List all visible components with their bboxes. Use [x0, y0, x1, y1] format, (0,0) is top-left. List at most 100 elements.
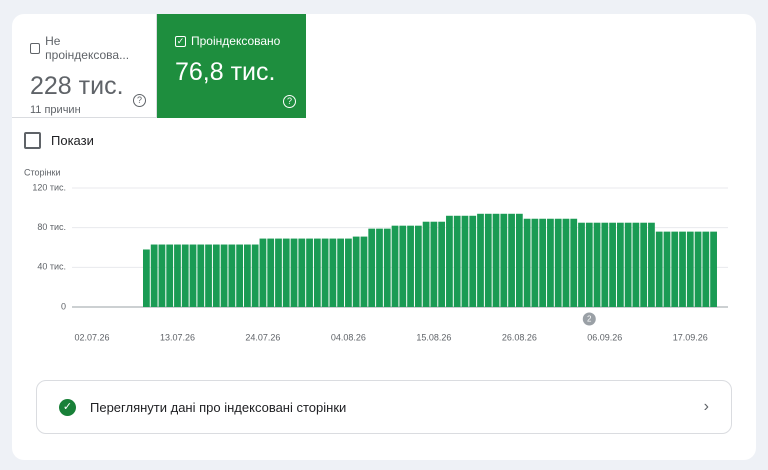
bar: [702, 231, 710, 307]
checkbox[interactable]: [24, 132, 41, 149]
bar: [469, 215, 477, 307]
bar: [391, 225, 399, 307]
checkbox[interactable]: ✓: [175, 35, 186, 47]
bar: [609, 222, 616, 307]
bar: [570, 218, 578, 307]
checkbox[interactable]: [30, 42, 41, 54]
bar: [181, 244, 189, 307]
bar: [376, 228, 383, 307]
bar: [399, 225, 407, 307]
bar: [383, 228, 391, 307]
bar: [275, 238, 282, 307]
bar: [679, 231, 686, 307]
bar: [446, 215, 453, 307]
tab-not-indexed[interactable]: Не проіндексова... 228 тис. 11 причин ?: [12, 14, 157, 118]
bar: [143, 249, 150, 307]
bar: [329, 238, 337, 307]
bar: [500, 213, 508, 307]
tab-label: Проіндексовано: [191, 34, 281, 48]
bar: [539, 218, 547, 307]
bar: [624, 222, 632, 307]
bar: [671, 231, 679, 307]
help-icon[interactable]: ?: [133, 94, 146, 107]
tab-indexed[interactable]: ✓ Проіндексовано 76,8 тис. ?: [157, 14, 306, 118]
bar: [648, 222, 655, 307]
bar: [150, 244, 158, 307]
tab-label: Не проіндексова...: [45, 34, 130, 62]
bar: [220, 244, 228, 307]
y-axis-label: Сторінки: [24, 167, 60, 177]
bar: [686, 231, 694, 307]
bar: [166, 244, 174, 307]
bar: [562, 218, 570, 307]
x-tick-label: 02.07.26: [74, 332, 109, 342]
annotation-label: 2: [587, 315, 592, 324]
bar: [321, 238, 329, 307]
x-tick-label: 17.09.26: [673, 332, 708, 342]
bar: [306, 238, 313, 307]
bar: [461, 215, 469, 307]
help-icon[interactable]: ?: [283, 95, 296, 108]
y-tick-label: 120 тис.: [32, 182, 66, 192]
bar: [515, 213, 523, 307]
link-text: Переглянути дані про індексовані сторінк…: [90, 399, 347, 415]
bar: [508, 213, 515, 307]
bar: [640, 222, 648, 307]
bar: [585, 222, 593, 307]
y-tick-label: 40 тис.: [37, 262, 66, 272]
bar: [267, 238, 275, 307]
bar: [259, 238, 267, 307]
bar: [547, 218, 554, 307]
bar: [228, 244, 236, 307]
bar: [205, 244, 212, 307]
bar: [632, 222, 640, 307]
chevron: ›: [703, 398, 709, 415]
link-row[interactable]: ✓ Переглянути дані про індексовані сторін…: [36, 380, 732, 434]
bar: [414, 225, 422, 307]
bar: [663, 231, 671, 307]
bar: [531, 218, 539, 307]
bar: [212, 244, 220, 307]
bar: [174, 244, 181, 307]
bar: [430, 221, 438, 307]
bar: [492, 213, 500, 307]
bar: [523, 218, 531, 307]
show-label: Покази: [51, 133, 94, 148]
tab-sub: 11 причин: [30, 104, 81, 116]
x-tick-label: 04.08.26: [331, 332, 366, 342]
x-tick-label: 24.07.26: [245, 332, 280, 342]
tab-value: 228 тис.: [30, 72, 124, 100]
check-icon: ✓: [59, 398, 76, 416]
x-tick-label: 13.07.26: [160, 332, 195, 342]
bar: [477, 213, 484, 307]
bar: [352, 236, 360, 307]
bar: [337, 238, 345, 307]
tab-value: 76,8 тис.: [175, 58, 276, 86]
bar: [554, 218, 562, 307]
bar: [655, 231, 663, 307]
bar: [710, 231, 717, 307]
bar: [189, 244, 197, 307]
bar: [484, 213, 492, 307]
bar: [313, 238, 321, 307]
x-tick-label: 06.09.26: [587, 332, 622, 342]
bar: [694, 231, 702, 307]
bar: [407, 225, 414, 307]
bar: [453, 215, 461, 307]
bar: [290, 238, 298, 307]
bar: [578, 222, 585, 307]
show-toggle[interactable]: Покази: [24, 132, 94, 149]
annotation-marker: [582, 312, 596, 326]
bar: [251, 244, 259, 307]
bar: [197, 244, 205, 307]
bar: [601, 222, 609, 307]
bar: [244, 244, 251, 307]
bar: [438, 221, 446, 307]
x-tick-label: 15.08.26: [416, 332, 451, 342]
bar: [360, 236, 368, 307]
bar: [298, 238, 306, 307]
bar: [616, 222, 624, 307]
bar: [282, 238, 290, 307]
